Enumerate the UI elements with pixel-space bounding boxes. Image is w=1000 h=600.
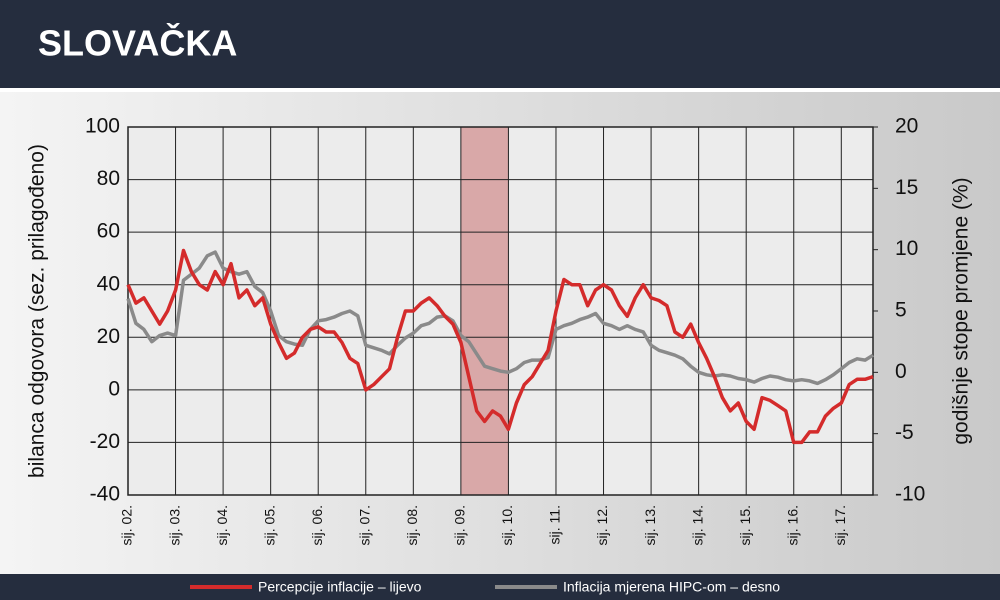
header-stripe [0,88,1000,92]
series-line [126,250,874,386]
x-tick-label: sij. 17. [832,505,848,545]
y-tick-label: 80 [97,167,120,190]
x-tick-label: sij. 11. [547,505,563,544]
x-tick-label: sij. 06. [309,505,325,545]
page-title: SLOVAČKA [38,22,237,64]
y2-axis-label: godišnje stope promjene (%) [950,177,973,444]
y-tick-label: 40 [97,272,120,295]
x-tick-label: sij. 07. [356,505,372,545]
x-tick-label: sij. 13. [642,505,658,545]
x-tick-label: sij. 10. [499,505,515,545]
legend-label: Inflacija mjerena HIPC-om – desno [563,579,780,595]
y-tick-label: 0 [108,377,120,400]
y2-tick-label: 20 [895,115,918,138]
y2-tick-label: 15 [895,176,918,199]
x-tick-label: sij. 14. [689,505,705,545]
y-tick-label: 60 [97,220,120,243]
y-tick-label: -40 [90,483,120,506]
plot-frame [127,126,874,496]
y-axis-label: bilanca odgovora (sez. prilagođeno) [26,144,49,478]
y-tick-label: -20 [90,430,120,453]
legend-label: Percepcije inflacije – lijevo [258,579,422,595]
x-tick-label: sij. 09. [452,505,468,545]
y2-tick-label: 10 [895,237,918,260]
x-tick-label: sij. 03. [166,505,182,545]
y-tick-label: 20 [97,325,120,348]
y2-tick-label: 5 [895,299,907,322]
x-tick-label: sij. 08. [404,505,420,545]
x-tick-label: sij. 05. [261,505,277,545]
x-tick-label: sij. 16. [784,505,800,545]
y2-tick-label: 0 [895,360,907,383]
header-bar [0,0,1000,88]
x-tick-label: sij. 04. [214,505,230,545]
y2-tick-label: -10 [895,483,925,506]
y2-tick-label: -5 [895,421,914,444]
y-tick-label: 100 [85,115,120,138]
x-tick-label: sij. 12. [594,505,610,545]
shaded-period [460,127,509,495]
x-tick-label: sij. 15. [737,505,753,545]
series-line [126,248,874,445]
x-tick-label: sij. 02. [119,505,135,545]
